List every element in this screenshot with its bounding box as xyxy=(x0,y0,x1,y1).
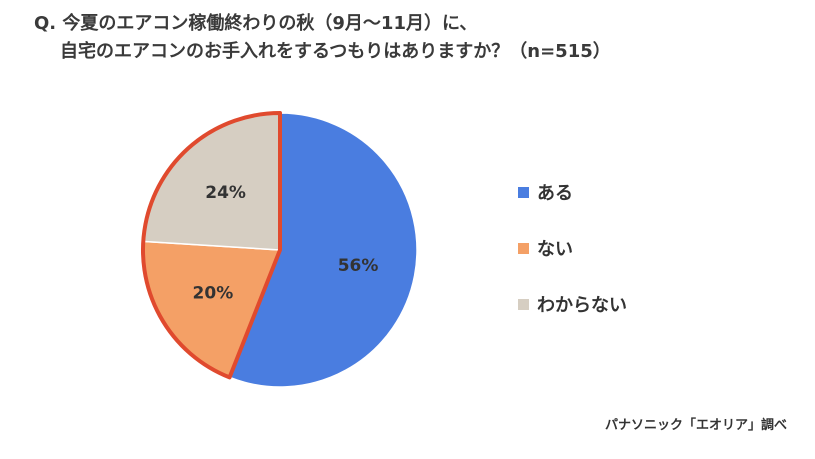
data-label-wakaranai: 24% xyxy=(205,183,246,203)
source-note: パナソニック「エオリア」調べ xyxy=(604,418,787,433)
data-label-aru: 56% xyxy=(338,256,379,276)
legend-swatch-aru xyxy=(518,186,529,198)
legend-swatch-wakaranai xyxy=(518,298,529,310)
question-line-1: Q. 今夏のエアコン稼働終わりの秋（9月～11月）に、 xyxy=(34,13,478,34)
question-title: Q. 今夏のエアコン稼働終わりの秋（9月～11月）に、 自宅のエアコンのお手入れ… xyxy=(34,10,611,66)
legend-item-wakaranai: わからない xyxy=(518,290,627,318)
data-label-nai: 20% xyxy=(193,284,234,304)
legend: ある ない わからない xyxy=(518,178,627,346)
question-line-2: 自宅のエアコンのお手入れをするつもりはありますか？（n=515） xyxy=(60,41,611,62)
legend-label-wakaranai: わからない xyxy=(537,295,627,316)
legend-swatch-nai xyxy=(518,242,529,254)
pie-slice-aru xyxy=(228,112,418,388)
legend-label-aru: ある xyxy=(537,183,573,204)
highlight-outline xyxy=(141,111,282,380)
legend-item-nai: ない xyxy=(518,234,627,262)
legend-label-nai: ない xyxy=(537,239,573,260)
legend-item-aru: ある xyxy=(518,178,627,206)
